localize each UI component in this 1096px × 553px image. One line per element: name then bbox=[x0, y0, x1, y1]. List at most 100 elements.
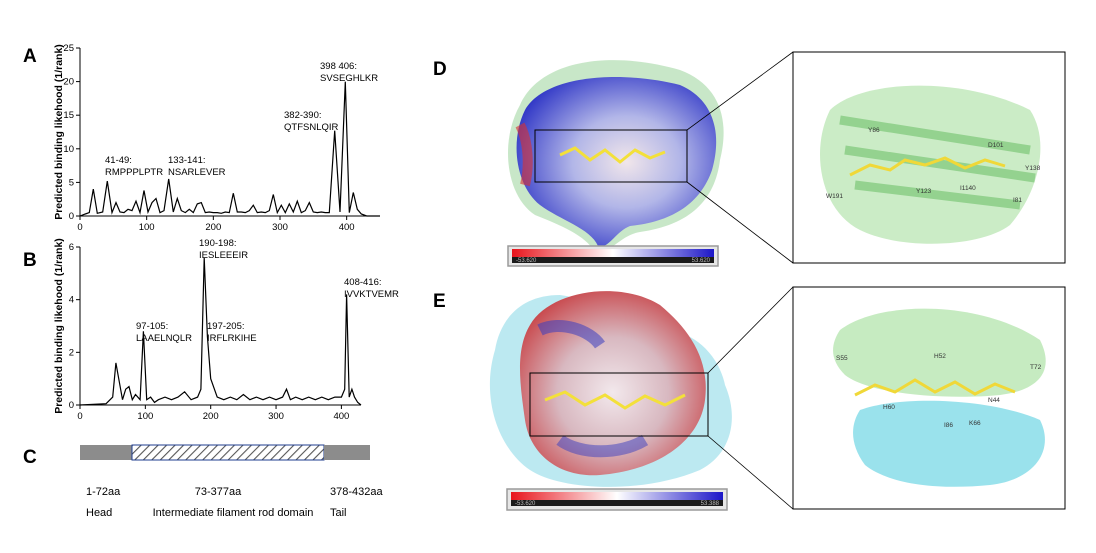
panel-e-scale-max: 53.388 bbox=[701, 501, 720, 507]
chart-a-anno-4-seq: SVSEGHLKR bbox=[320, 73, 378, 84]
chart-b-x-tick-label: 0 bbox=[77, 411, 82, 422]
panel-letter-c: C bbox=[23, 447, 37, 468]
chart-b-y-tick-label: 6 bbox=[69, 242, 74, 253]
panel-e-res-1: S55 bbox=[836, 355, 848, 362]
chart-a-x-tick-label: 200 bbox=[205, 222, 221, 233]
panel-d-scale-min: -53.620 bbox=[516, 258, 537, 264]
panel-d-surface bbox=[516, 77, 717, 247]
chart-a-x-tick-label: 100 bbox=[139, 222, 155, 233]
domain-rod-name: Intermediate filament rod domain bbox=[153, 507, 314, 519]
domain-head-bar bbox=[80, 445, 132, 460]
chart-a-ylabel: Predicted binding likehood (1/rank) bbox=[53, 44, 65, 220]
domain-tail-name: Tail bbox=[330, 507, 347, 519]
panel-d-zoom-detail: Y86 W191 Y123 I1140 D101 Y138 I81 bbox=[792, 51, 1066, 264]
domain-tail-range: 378-432aa bbox=[330, 486, 383, 498]
panel-letter-b: B bbox=[23, 250, 37, 271]
panel-e-zoom-ligand bbox=[854, 378, 1016, 397]
panel-e-zoom-line-top bbox=[707, 286, 794, 374]
panel-d-res-4: I1140 bbox=[960, 185, 976, 192]
panel-d-zoom-box bbox=[534, 129, 688, 183]
panel-e-zoom-green-chain bbox=[833, 308, 1046, 397]
panel-e-res-2: H52 bbox=[934, 353, 946, 360]
chart-a-anno-2-seq: NSARLEVER bbox=[168, 167, 226, 178]
chart-a-ticks: 0 100 200 300 400 0 5 10 15 20 25 bbox=[63, 43, 354, 233]
domain-map: 1-72aa Head 73-377aa Intermediate filame… bbox=[80, 444, 383, 519]
panel-e-positive-patch-2 bbox=[556, 434, 649, 458]
chart-a-y-tick-label: 5 bbox=[69, 177, 74, 188]
chart-b-anno-2-range: 190-198: bbox=[199, 238, 237, 249]
chart-a-y-tick-label: 0 bbox=[69, 211, 74, 222]
chart-a-y-tick-label: 15 bbox=[63, 110, 74, 121]
chart-b-x-tick-label: 300 bbox=[268, 411, 284, 422]
chart-a-anno-4-range: 398 406: bbox=[320, 61, 357, 72]
panel-d-negative-patch bbox=[515, 122, 533, 187]
panel-e-zoom-cyan-chain bbox=[853, 400, 1045, 487]
chart-b-anno-1-seq: LAAELNQLR bbox=[136, 333, 192, 344]
panel-e-scale-min: -53.620 bbox=[515, 501, 536, 507]
panel-e-ligand bbox=[544, 390, 686, 410]
chart-b-y-tick-label: 4 bbox=[69, 295, 74, 306]
chart-a-anno-2-range: 133-141: bbox=[168, 155, 206, 166]
chart-a-x-tick-label: 400 bbox=[339, 222, 355, 233]
domain-head-range: 1-72aa bbox=[86, 486, 121, 498]
domain-rod-range: 73-377aa bbox=[195, 486, 242, 498]
chart-b-ylabel: Predicted binding likehood (1/rank) bbox=[53, 238, 65, 414]
chart-a: Predicted binding likehood (1/rank) 0 100… bbox=[53, 43, 380, 233]
panel-d-colorbar-label-strip bbox=[512, 257, 714, 263]
chart-a-anno-1-range: 41-49: bbox=[105, 155, 132, 166]
chart-b: Predicted binding likehood (1/rank) 0 100… bbox=[53, 238, 399, 422]
panel-d-zoom-helices bbox=[839, 115, 1036, 210]
panel-d-res-1: Y86 bbox=[868, 127, 880, 134]
panel-e-zoom-box bbox=[529, 372, 709, 437]
panel-d-ligand bbox=[559, 146, 666, 164]
panel-d-res-7: I81 bbox=[1013, 197, 1022, 204]
panel-e-res-7: N44 bbox=[988, 397, 1000, 404]
chart-b-anno-1-range: 97-105: bbox=[136, 321, 168, 332]
chart-b-y-tick-label: 2 bbox=[69, 347, 74, 358]
panel-d-res-2: W191 bbox=[826, 193, 843, 200]
panel-e-res-3: T72 bbox=[1030, 364, 1042, 371]
chart-b-anno-4-seq: IVVKTVEMR bbox=[344, 289, 399, 300]
panel-e-colorbar bbox=[511, 492, 723, 500]
panel-e-structure: -53.620 53.388 bbox=[489, 286, 794, 511]
chart-b-x-tick-label: 400 bbox=[333, 411, 349, 422]
chart-b-anno-3-range: 197-205: bbox=[207, 321, 245, 332]
panel-e-res-5: I86 bbox=[944, 422, 953, 429]
panel-d-res-3: Y123 bbox=[916, 188, 932, 195]
chart-b-anno-3-seq: IRFLRKIHE bbox=[207, 333, 257, 344]
chart-a-y-tick-label: 20 bbox=[63, 77, 74, 88]
panel-d-structure: -53.620 53.620 bbox=[507, 51, 794, 267]
panel-e-positive-patch bbox=[537, 320, 605, 349]
panel-letter-e: E bbox=[433, 291, 446, 312]
chart-a-series-line bbox=[79, 81, 380, 217]
panel-e-surface bbox=[520, 291, 706, 476]
panel-e-res-6: K66 bbox=[969, 420, 981, 427]
chart-a-y-tick-label: 25 bbox=[63, 43, 74, 54]
panel-d-zoom-line-top bbox=[686, 51, 794, 131]
domain-tail-bar bbox=[324, 445, 370, 460]
panel-e-res-4: H60 bbox=[883, 404, 895, 411]
panel-d-res-5: D101 bbox=[988, 142, 1004, 149]
chart-b-x-tick-label: 100 bbox=[137, 411, 153, 422]
chart-a-axes bbox=[79, 48, 380, 217]
panel-d-zoom-ligand bbox=[849, 156, 1006, 177]
chart-b-anno-4-range: 408-416: bbox=[344, 277, 382, 288]
panel-d-zoom-line-bottom bbox=[686, 181, 794, 264]
panel-letter-d: D bbox=[433, 59, 447, 80]
chart-b-series-line bbox=[79, 257, 362, 406]
panel-d-scale-max: 53.620 bbox=[692, 258, 711, 264]
chart-a-anno-3-seq: QTFSNLQIR bbox=[284, 122, 339, 133]
chart-b-anno-2-seq: IESLEEEIR bbox=[199, 250, 248, 261]
chart-a-anno-1-seq: RMPPPLPTR bbox=[105, 167, 163, 178]
domain-head-name: Head bbox=[86, 507, 112, 519]
panel-e-colorbar-label-strip bbox=[511, 500, 723, 506]
panel-letter-a: A bbox=[23, 46, 37, 67]
chart-b-x-tick-label: 200 bbox=[203, 411, 219, 422]
chart-b-y-tick-label: 0 bbox=[69, 400, 74, 411]
chart-b-ticks: 0 100 200 300 400 0 2 4 6 bbox=[69, 242, 350, 422]
chart-b-axes bbox=[79, 247, 361, 406]
chart-a-anno-3-range: 382-390: bbox=[284, 110, 322, 121]
chart-a-x-tick-label: 0 bbox=[77, 222, 82, 233]
domain-rod-bar bbox=[131, 444, 325, 461]
